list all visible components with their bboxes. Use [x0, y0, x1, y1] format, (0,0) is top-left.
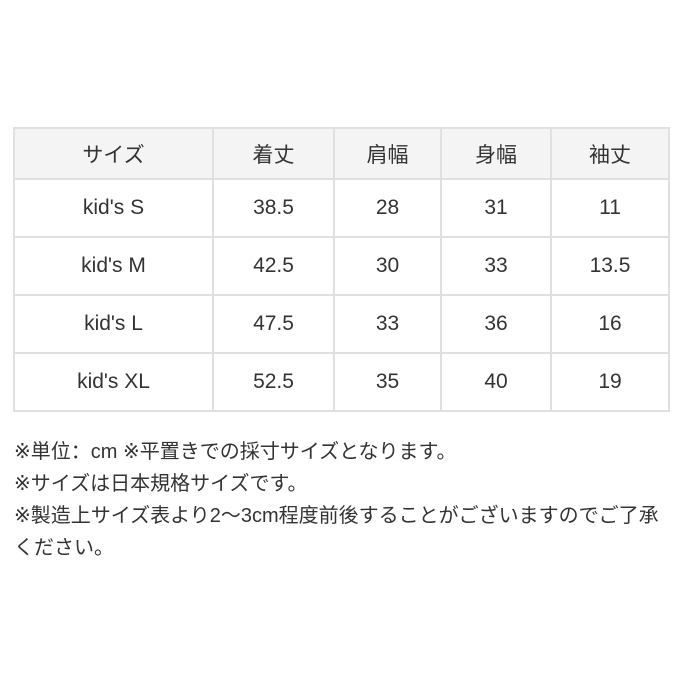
header-row: サイズ 着丈 肩幅 身幅 袖丈 [13, 127, 670, 180]
cell-value: 38.5 [212, 178, 335, 238]
size-table-body: kid's S 38.5 28 31 11 kid's M 42.5 30 33… [13, 178, 670, 412]
table-row-kids-xl: kid's XL 52.5 35 40 19 [13, 352, 670, 412]
note-unit: ※単位：cm ※平置きでの採寸サイズとなります。 [14, 441, 457, 463]
cell-size-label: kid's XL [13, 352, 214, 412]
cell-size-label: kid's L [13, 294, 214, 354]
header-cell-shoulder: 肩幅 [333, 127, 442, 180]
cell-value: 30 [333, 236, 442, 296]
table-row-kids-l: kid's L 47.5 33 36 16 [13, 294, 670, 354]
header-cell-width: 身幅 [440, 127, 552, 180]
cell-size-label: kid's M [13, 236, 214, 296]
cell-value: 33 [440, 236, 552, 296]
cell-value: 52.5 [212, 352, 335, 412]
note-jis-standard: ※サイズは日本規格サイズです。 [14, 473, 308, 495]
cell-value: 35 [333, 352, 442, 412]
header-cell-length: 着丈 [212, 127, 335, 180]
cell-value: 40 [440, 352, 552, 412]
cell-value: 11 [550, 178, 670, 238]
size-table: サイズ 着丈 肩幅 身幅 袖丈 kid's S 38.5 28 31 11 ki… [13, 127, 670, 412]
cell-value: 42.5 [212, 236, 335, 296]
size-table-header: サイズ 着丈 肩幅 身幅 袖丈 [13, 127, 670, 180]
size-notes: ※単位：cm ※平置きでの採寸サイズとなります。 ※サイズは日本規格サイズです。… [14, 436, 669, 564]
cell-value: 16 [550, 294, 670, 354]
cell-value: 13.5 [550, 236, 670, 296]
cell-value: 33 [333, 294, 442, 354]
table-row-kids-m: kid's M 42.5 30 33 13.5 [13, 236, 670, 296]
cell-value: 28 [333, 178, 442, 238]
cell-value: 19 [550, 352, 670, 412]
cell-value: 31 [440, 178, 552, 238]
header-cell-size: サイズ [13, 127, 214, 180]
cell-value: 47.5 [212, 294, 335, 354]
note-tolerance: ※製造上サイズ表より2～3cm程度前後することがございますのでご了承ください。 [14, 505, 659, 559]
cell-size-label: kid's S [13, 178, 214, 238]
header-cell-sleeve: 袖丈 [550, 127, 670, 180]
cell-value: 36 [440, 294, 552, 354]
table-row-kids-s: kid's S 38.5 28 31 11 [13, 178, 670, 238]
